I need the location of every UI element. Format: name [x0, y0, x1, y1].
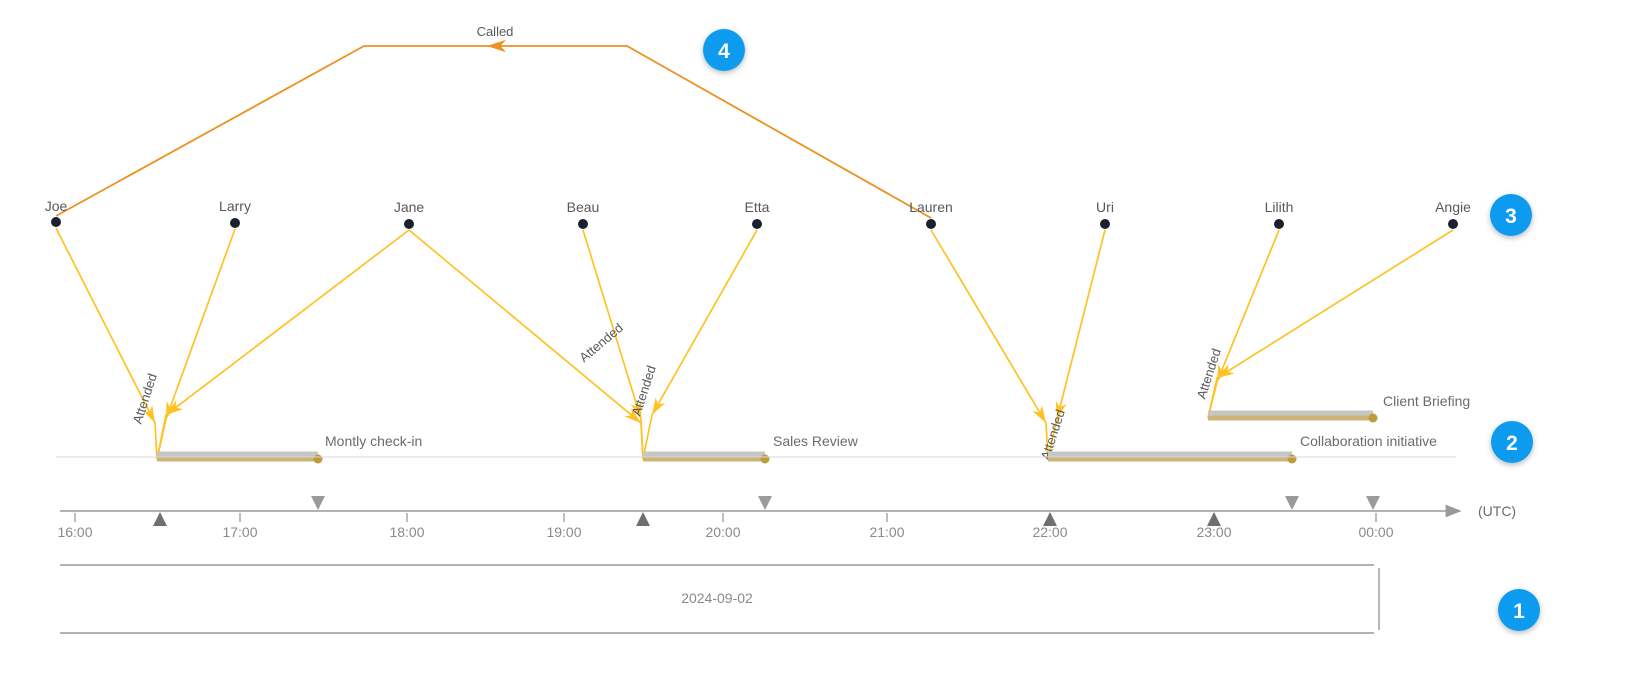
axis-marker-up-icon — [1043, 512, 1057, 526]
date-band-label: 2024-09-02 — [681, 590, 753, 606]
step-badge-number: 2 — [1506, 432, 1518, 455]
person-dot-icon[interactable] — [926, 219, 936, 229]
axis-tick-label: 18:00 — [389, 524, 424, 540]
event-bar[interactable] — [643, 451, 770, 464]
person-dot-icon[interactable] — [51, 217, 61, 227]
relation-arrow-icon — [487, 39, 506, 53]
relation-label-called: Called — [477, 24, 514, 39]
date-band-layer: 2024-09-02 — [60, 564, 1380, 634]
attendance-edge — [582, 229, 644, 460]
attendance-edge — [156, 229, 410, 460]
axis-marker-up-icon — [636, 512, 650, 526]
axis-tick-label: 19:00 — [546, 524, 581, 540]
axis-marker-up-icon — [153, 512, 167, 526]
person-node[interactable] — [51, 217, 61, 227]
attendance-edge — [55, 227, 158, 460]
event-label: Collaboration initiative — [1300, 433, 1437, 449]
edge-arrow-icon — [652, 397, 666, 415]
attendance-edge-label: Attended — [130, 372, 160, 426]
step-badge-number: 1 — [1513, 600, 1525, 623]
event-bars-layer: Montly check-in Sales Review Collaboration… — [157, 393, 1470, 464]
step-badge-number: 4 — [718, 40, 730, 63]
axis-marker-down-icon — [1285, 496, 1299, 510]
event-bar[interactable] — [1048, 451, 1297, 464]
person-dot-icon[interactable] — [1100, 219, 1110, 229]
edge-arrow-icon — [166, 400, 183, 415]
axis-unit-label: (UTC) — [1478, 503, 1516, 519]
event-bar[interactable] — [1208, 410, 1378, 423]
attendance-edge — [642, 229, 758, 460]
person-node[interactable] — [1100, 219, 1110, 229]
person-label: Angie — [1435, 199, 1471, 215]
edge-arrow-icon — [630, 401, 642, 419]
step-badges-layer: 1 2 3 4 — [703, 29, 1540, 631]
axis-tick-label: 16:00 — [57, 524, 92, 540]
time-axis-layer: 16:00 17:00 18:00 19:00 20:00 21:00 22:00 23:00… — [56, 456, 1516, 540]
person-node[interactable] — [926, 219, 936, 229]
person-node[interactable] — [1274, 219, 1284, 229]
event-bar[interactable] — [157, 451, 323, 464]
axis-tick-label: 23:00 — [1196, 524, 1231, 540]
person-label: Uri — [1096, 199, 1114, 215]
step-badge[interactable]: 1 — [1498, 589, 1540, 631]
axis-marker-up-icon — [1207, 512, 1221, 526]
person-dot-icon[interactable] — [1448, 219, 1458, 229]
person-label: Etta — [745, 199, 770, 215]
axis-tick-label: 17:00 — [222, 524, 257, 540]
person-node[interactable] — [752, 219, 762, 229]
person-node[interactable] — [578, 219, 588, 229]
person-label: Larry — [219, 198, 251, 214]
person-node[interactable] — [404, 219, 414, 229]
person-dot-icon[interactable] — [578, 219, 588, 229]
axis-tick-label: 20:00 — [705, 524, 740, 540]
step-badge-number: 3 — [1505, 205, 1517, 228]
axis-marker-down-icon — [311, 496, 325, 510]
attendance-edge — [1207, 229, 1280, 419]
person-dot-icon[interactable] — [752, 219, 762, 229]
attendance-edge-label: Attended — [576, 320, 626, 365]
person-dot-icon[interactable] — [1274, 219, 1284, 229]
relation-edge-called — [55, 39, 932, 219]
relations-layer: Called — [55, 24, 932, 219]
axis-tick-label: 00:00 — [1358, 524, 1393, 540]
attendance-edge — [930, 229, 1049, 460]
edge-arrow-icon — [1032, 405, 1046, 423]
person-dot-icon[interactable] — [230, 218, 240, 228]
person-node[interactable] — [1448, 219, 1458, 229]
event-label: Sales Review — [773, 433, 859, 449]
axis-tick-label: 21:00 — [869, 524, 904, 540]
event-label: Client Briefing — [1383, 393, 1470, 409]
person-label: Lilith — [1265, 199, 1294, 215]
person-label: Beau — [567, 199, 600, 215]
step-badge[interactable]: 2 — [1491, 421, 1533, 463]
step-badge[interactable]: 4 — [703, 29, 745, 71]
person-dot-icon[interactable] — [404, 219, 414, 229]
axis-marker-down-icon — [1366, 496, 1380, 510]
axis-marker-down-icon — [758, 496, 772, 510]
edge-arrow-icon — [1055, 401, 1067, 419]
person-label: Jane — [394, 199, 425, 215]
person-node[interactable] — [230, 218, 240, 228]
axis-tick-label: 22:00 — [1032, 524, 1067, 540]
attendance-edge — [156, 228, 236, 460]
event-label: Montly check-in — [325, 433, 422, 449]
attendance-edge — [1047, 229, 1106, 460]
person-label: Lauren — [909, 199, 953, 215]
step-badge[interactable]: 3 — [1490, 194, 1532, 236]
person-nodes-layer: Joe Larry Jane Beau Etta Lauren Uri Lilith Angie — [45, 198, 1471, 229]
attendance-edge — [1207, 229, 1454, 419]
person-label: Joe — [45, 198, 68, 214]
edge-arrow-icon — [624, 407, 641, 423]
edge-arrow-icon — [142, 405, 155, 423]
edge-arrow-icon — [1217, 364, 1235, 378]
